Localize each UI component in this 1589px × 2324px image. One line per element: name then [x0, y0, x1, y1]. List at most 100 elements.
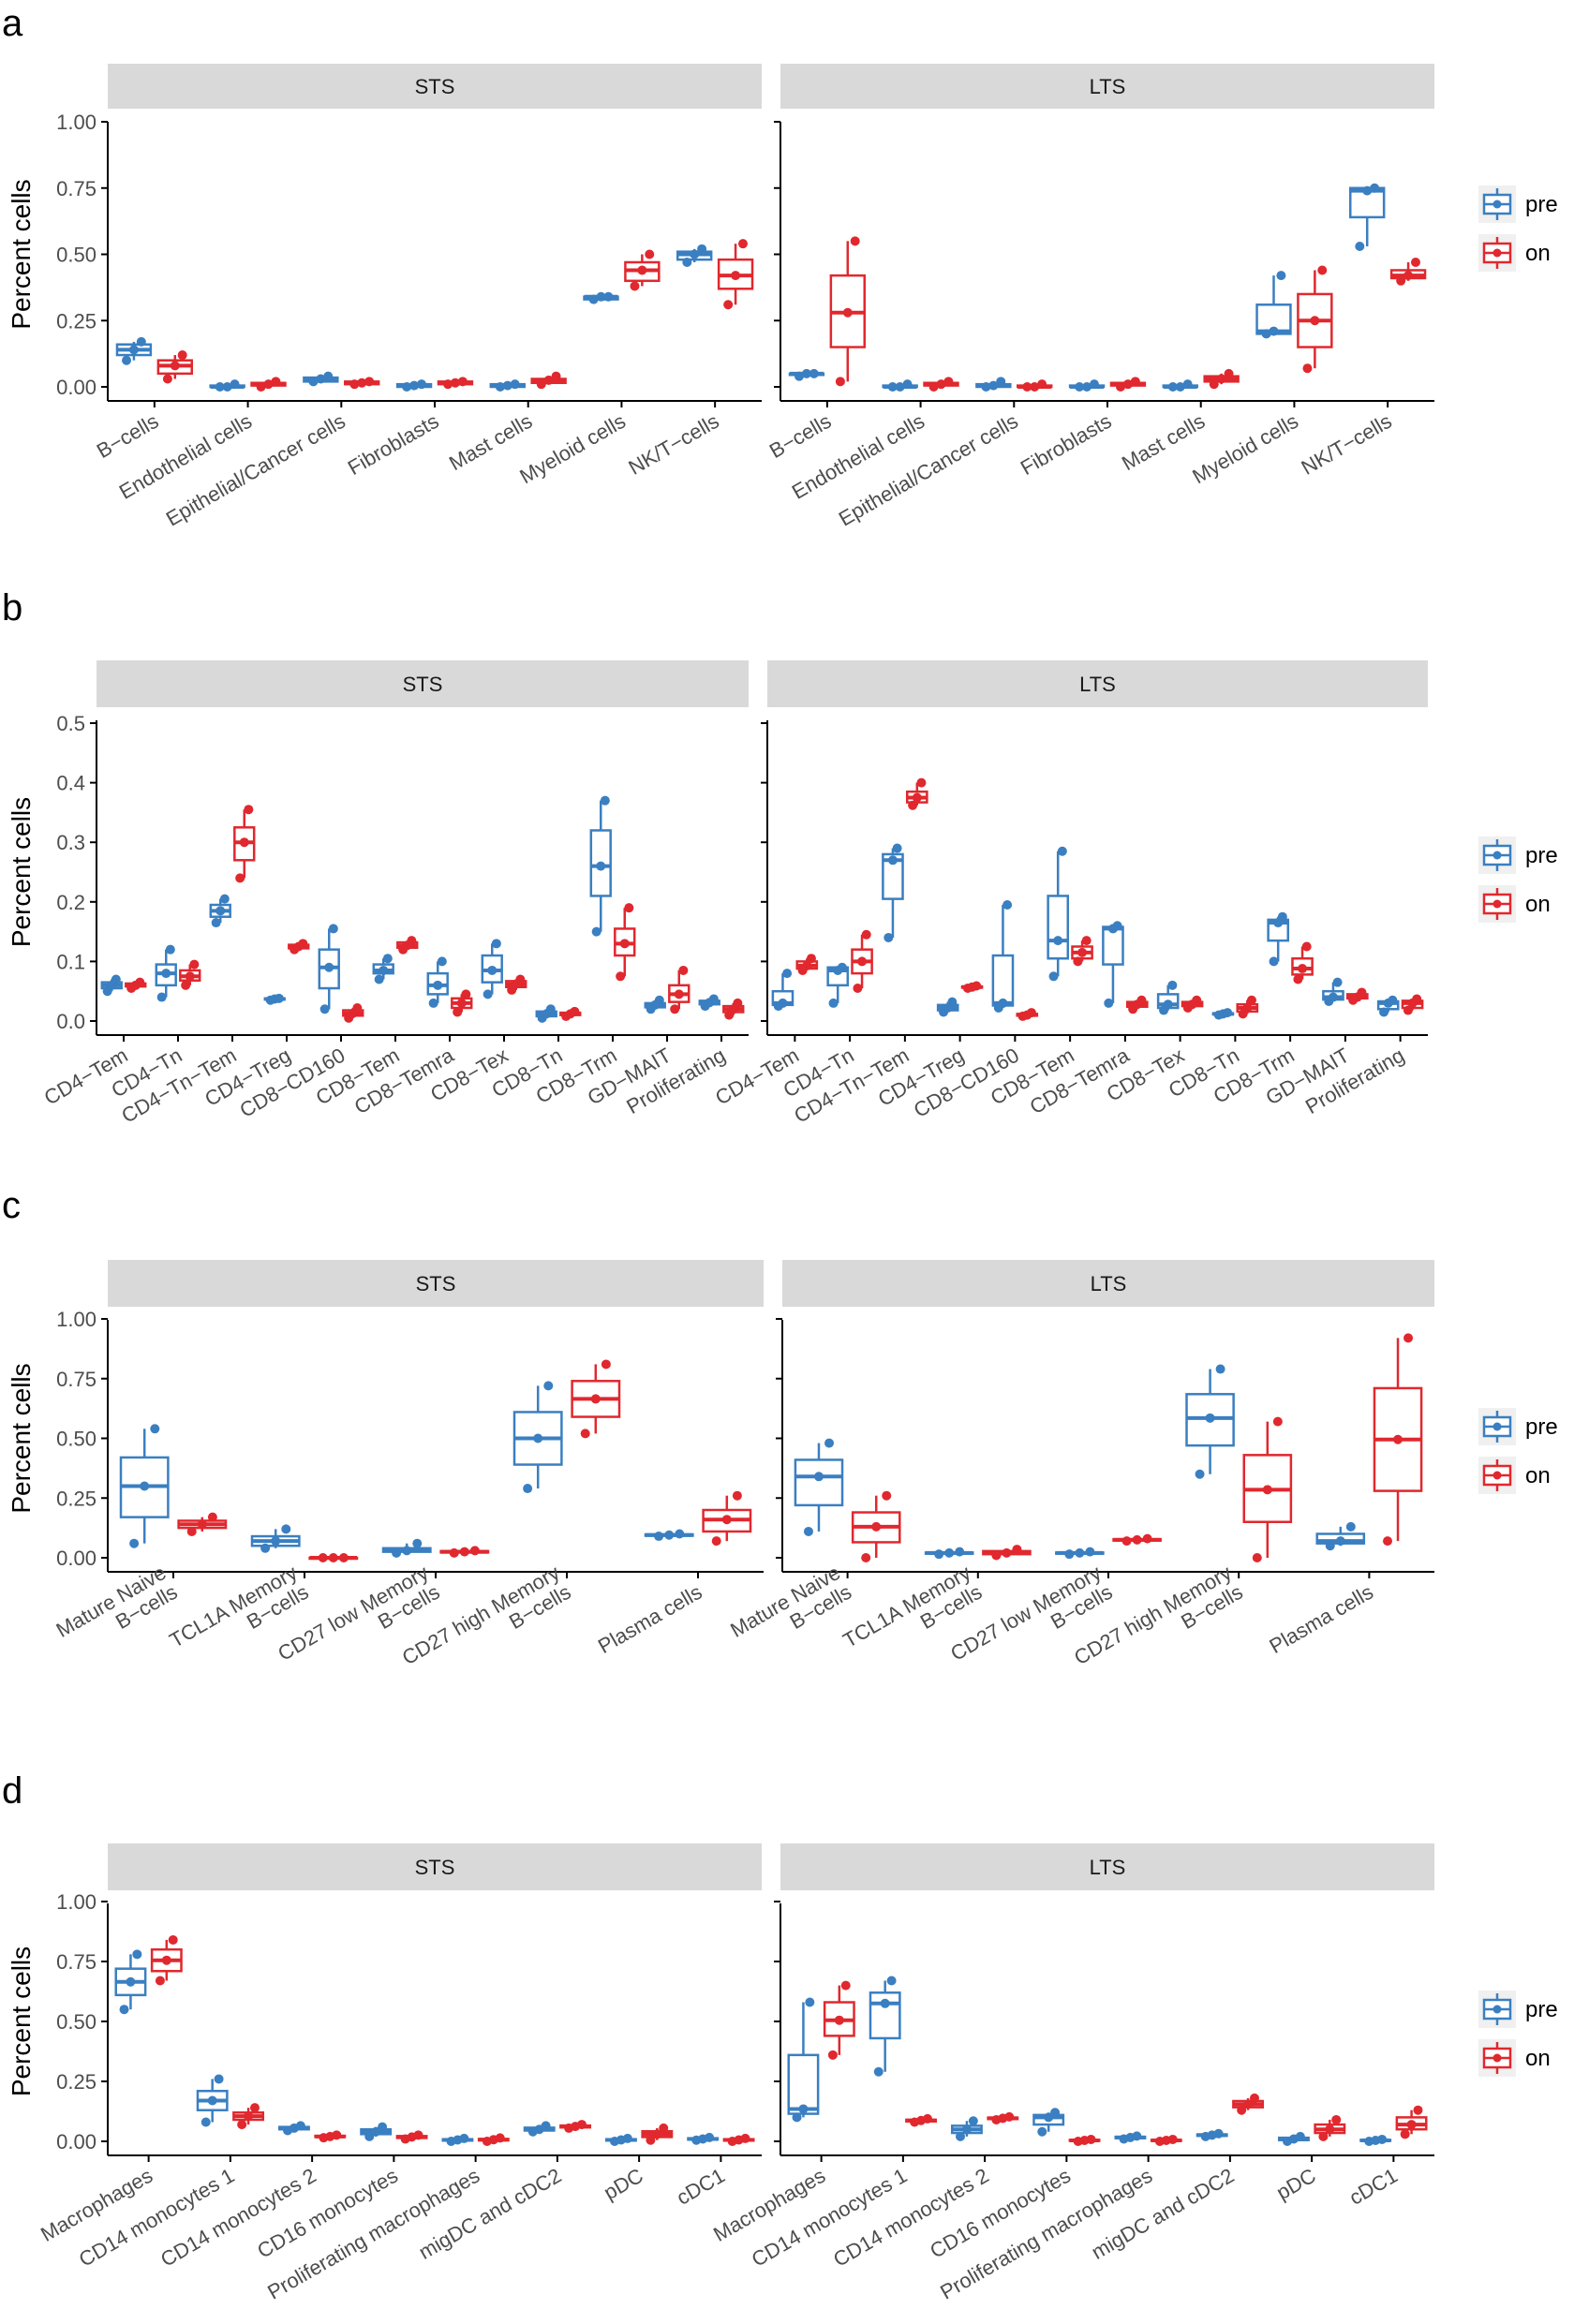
data-point — [487, 965, 497, 975]
data-point — [1370, 183, 1380, 193]
box-iqr — [1047, 895, 1070, 960]
box-on — [614, 903, 636, 982]
panel-letter: d — [2, 1770, 22, 1812]
data-point — [543, 1381, 554, 1391]
data-point — [936, 379, 946, 390]
y-axis-label: Percent cells — [7, 1363, 36, 1513]
box-pre — [1255, 271, 1292, 339]
data-point — [988, 380, 999, 391]
data-point — [1132, 1534, 1142, 1545]
y-tick-label: 0.75 — [56, 1368, 97, 1391]
box-on — [722, 2133, 755, 2146]
x-tick-label-line: Fibroblasts — [344, 409, 443, 480]
box-pre — [1267, 911, 1290, 967]
box-iqr — [882, 852, 904, 900]
data-point — [792, 2112, 802, 2123]
x-tick-label: Fibroblasts — [1017, 409, 1116, 480]
data-point — [119, 2005, 129, 2015]
y-tick-label: 1.00 — [56, 1308, 97, 1331]
x-tick-label-line: migDC and cDC2 — [415, 2164, 566, 2264]
box-on — [1109, 377, 1147, 392]
y-tick-label: 0.1 — [56, 950, 85, 973]
data-point — [1050, 2108, 1061, 2118]
box-on — [1389, 257, 1427, 286]
box-pre — [114, 1949, 147, 2015]
data-point — [382, 954, 393, 964]
box-on — [905, 2113, 938, 2127]
data-point — [177, 350, 187, 361]
data-point — [590, 1394, 601, 1404]
box-on — [396, 936, 419, 955]
facet-strip — [108, 1260, 764, 1307]
data-point — [338, 1553, 349, 1562]
data-point — [853, 984, 863, 994]
data-point — [1224, 368, 1234, 378]
box-pre — [1376, 995, 1400, 1017]
data-point — [1167, 980, 1178, 990]
box-pre — [512, 1381, 563, 1494]
data-point — [601, 1359, 611, 1369]
data-point — [443, 379, 453, 390]
data-point — [1246, 995, 1256, 1005]
data-point — [998, 998, 1008, 1008]
x-tick-label: Mature NaiveB−cells — [726, 1561, 855, 1662]
x-tick-label-line: Epithelial/Cancer cells — [835, 409, 1022, 531]
box-on — [795, 954, 819, 975]
data-point — [880, 1998, 890, 2008]
box-on — [982, 1545, 1032, 1561]
data-point — [1393, 1434, 1403, 1444]
box-pre — [676, 244, 713, 267]
box-on — [477, 2133, 510, 2146]
legend-key-point — [1492, 248, 1502, 258]
data-point — [1249, 2093, 1259, 2103]
box-on — [1068, 2134, 1101, 2146]
box-on — [1150, 2134, 1182, 2146]
data-point — [469, 1546, 480, 1556]
data-point — [1413, 2105, 1423, 2115]
data-point — [809, 368, 819, 378]
data-point — [570, 1006, 580, 1016]
box-on — [233, 805, 256, 883]
x-tick-label-line: B−cells — [765, 409, 835, 463]
legend-label-pre: pre — [1525, 843, 1558, 868]
data-point — [1213, 2128, 1224, 2139]
data-point — [1379, 1007, 1389, 1017]
panel-letter: a — [2, 3, 23, 44]
data-point — [1075, 382, 1085, 392]
legend-label-on: on — [1525, 1463, 1551, 1488]
data-point — [603, 291, 614, 302]
data-point — [1406, 2120, 1417, 2130]
data-point — [332, 2130, 342, 2140]
data-point — [409, 380, 420, 391]
data-point — [884, 932, 894, 942]
box-on — [1401, 994, 1424, 1015]
data-point — [222, 382, 232, 392]
x-tick-label: Plasma cells — [594, 1580, 705, 1658]
legend-key-point — [1492, 2005, 1502, 2014]
data-point — [1037, 379, 1047, 390]
data-point — [678, 965, 689, 975]
box-on — [250, 377, 287, 392]
box-pre — [263, 993, 286, 1005]
box-pre — [155, 944, 177, 1002]
box-on — [1125, 995, 1149, 1014]
box-on — [923, 377, 959, 392]
data-point — [732, 1490, 742, 1501]
data-point — [616, 971, 626, 982]
data-point — [402, 382, 412, 392]
data-point — [545, 1004, 556, 1014]
data-point — [136, 336, 146, 347]
data-point — [1403, 271, 1414, 281]
data-point — [129, 1538, 140, 1548]
box-pre — [277, 2121, 310, 2136]
box-pre — [991, 899, 1015, 1014]
box-pre — [924, 1547, 974, 1560]
data-point — [1121, 1536, 1132, 1547]
data-point — [1209, 379, 1219, 390]
data-point — [1362, 185, 1373, 196]
facet-strip — [782, 1260, 1434, 1307]
box-on — [624, 249, 661, 291]
data-point — [371, 2126, 381, 2137]
data-point — [737, 239, 748, 249]
box-on — [668, 965, 691, 1014]
